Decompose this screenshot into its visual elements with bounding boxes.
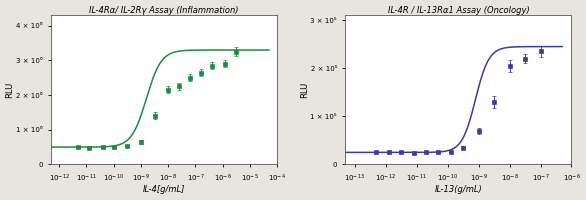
X-axis label: IL-13(g/mL): IL-13(g/mL): [435, 185, 482, 194]
Y-axis label: RLU: RLU: [300, 82, 309, 98]
Title: IL-4R / IL-13Rα1 Assay (Oncology): IL-4R / IL-13Rα1 Assay (Oncology): [387, 6, 529, 15]
Y-axis label: RLU: RLU: [5, 82, 15, 98]
Title: IL-4Rα/ IL-2Rγ Assay (Inflammation): IL-4Rα/ IL-2Rγ Assay (Inflammation): [89, 6, 239, 15]
X-axis label: IL-4[g/mL]: IL-4[g/mL]: [143, 185, 185, 194]
